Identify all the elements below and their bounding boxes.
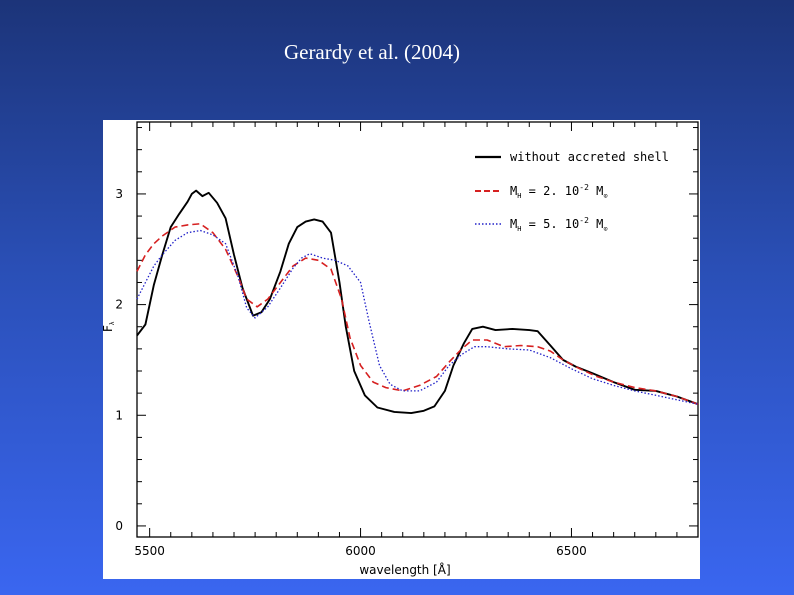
y-tick-label: 0 [115,519,123,533]
plot-border [136,121,699,538]
series-line-1 [136,189,699,415]
chart-frame: 5500 6000 6500 0 1 2 3 without accreted shell M… [103,120,700,579]
x-axis-label: wavelength [Å] [359,562,450,577]
axes: 5500 6000 6500 0 1 2 3 [115,121,699,558]
y-axis-label: Fλ [103,321,116,332]
legend-entry-3: MH = 5. 10-2 M⊙ [510,216,608,233]
y-tick-label: 3 [115,187,123,201]
x-tick-label: 5500 [134,544,165,558]
legend-entry-2: MH = 2. 10-2 M⊙ [510,183,608,200]
series-group [136,189,699,415]
x-tick-label: 6500 [556,544,587,558]
y-tick-label: 1 [115,408,123,422]
legend-entry-1: without accreted shell [510,150,669,164]
legend: without accreted shell MH = 2. 10-2 M⊙ MH … [475,150,669,233]
slide-title: Gerardy et al. (2004) [283,40,461,64]
y-tick-label: 2 [115,298,123,312]
series-line-2 [136,223,699,405]
spectrum-chart: 5500 6000 6500 0 1 2 3 without accreted shell M… [103,121,699,577]
x-tick-label: 6000 [345,544,376,558]
series-line-3 [136,229,699,405]
